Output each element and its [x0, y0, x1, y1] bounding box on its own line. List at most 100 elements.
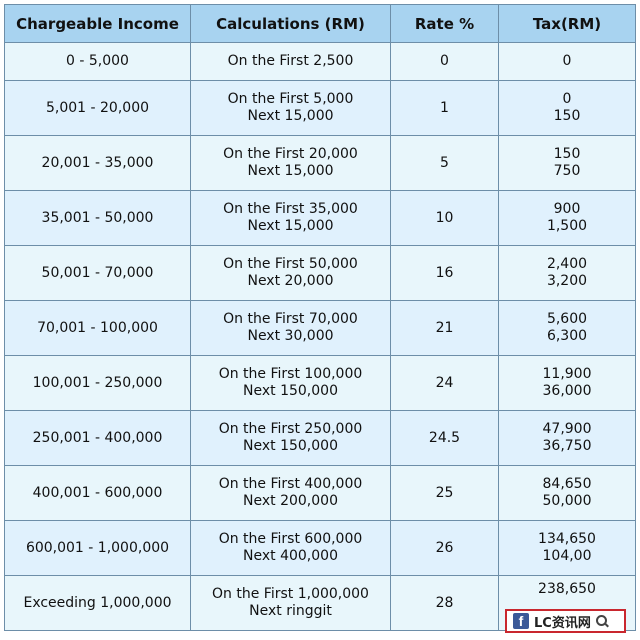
tax-line: 36,000 — [542, 383, 592, 399]
table-header-row: Chargeable Income Calculations (RM) Rate… — [4, 4, 636, 43]
cell-calculations: On the First 50,000 Next 20,000 — [190, 245, 391, 301]
search-icon — [595, 615, 609, 628]
tax-line: 238,650 — [538, 581, 596, 597]
calculation-line: On the First 50,000 — [223, 256, 358, 272]
cell-tax: 5,600 6,300 — [498, 300, 636, 356]
table-row: 70,001 - 100,000 On the First 70,000 Next … — [4, 300, 636, 356]
tax-line: 150 — [553, 108, 581, 124]
cell-tax: 0 — [498, 42, 636, 81]
calculation-line: On the First 20,000 — [223, 146, 358, 162]
cell-chargeable-income: 20,001 - 35,000 — [4, 135, 191, 191]
cell-rate: 21 — [390, 300, 499, 356]
tax-line: 6,300 — [546, 328, 588, 344]
calculation-line: On the First 400,000 — [218, 476, 363, 492]
calculation-line: Next 150,000 — [243, 383, 338, 399]
tax-line: 900 — [553, 201, 581, 217]
header-rate: Rate % — [390, 4, 499, 43]
tax-line: 0 — [562, 53, 572, 69]
cell-rate: 24.5 — [390, 410, 499, 466]
cell-calculations: On the First 70,000 Next 30,000 — [190, 300, 391, 356]
cell-rate: 1 — [390, 80, 499, 136]
tax-rate-table-container: Chargeable Income Calculations (RM) Rate… — [4, 4, 636, 631]
table-row: 100,001 - 250,000 On the First 100,000 Nex… — [4, 355, 636, 411]
cell-calculations: On the First 20,000 Next 15,000 — [190, 135, 391, 191]
cell-calculations: On the First 600,000 Next 400,000 — [190, 520, 391, 576]
calculation-line: Next 15,000 — [247, 218, 334, 234]
cell-tax: 47,900 36,750 — [498, 410, 636, 466]
cell-rate: 24 — [390, 355, 499, 411]
calculation-line: On the First 2,500 — [227, 53, 354, 69]
calculation-line: On the First 5,000 — [227, 91, 354, 107]
cell-rate: 28 — [390, 575, 499, 631]
table-row: 400,001 - 600,000 On the First 400,000 Nex… — [4, 465, 636, 521]
calculation-line: Next 15,000 — [247, 163, 334, 179]
cell-chargeable-income: 600,001 - 1,000,000 — [4, 520, 191, 576]
cell-chargeable-income: 100,001 - 250,000 — [4, 355, 191, 411]
cell-chargeable-income: 0 - 5,000 — [4, 42, 191, 81]
calculation-line: On the First 600,000 — [218, 531, 363, 547]
calculation-line: On the First 250,000 — [218, 421, 363, 437]
tax-line: 0 — [562, 91, 572, 107]
cell-chargeable-income: 400,001 - 600,000 — [4, 465, 191, 521]
table-row: 50,001 - 70,000 On the First 50,000 Next 2… — [4, 245, 636, 301]
facebook-icon: f — [513, 613, 529, 629]
watermark-badge: f LC资讯网 — [505, 609, 626, 633]
tax-line: 3,200 — [546, 273, 588, 289]
calculation-line: Next 400,000 — [243, 548, 338, 564]
calculation-line: Next 150,000 — [243, 438, 338, 454]
calculation-line: On the First 100,000 — [218, 366, 363, 382]
cell-tax: 11,900 36,000 — [498, 355, 636, 411]
tax-line: 36,750 — [542, 438, 592, 454]
calculation-line: On the First 35,000 — [223, 201, 358, 217]
cell-chargeable-income: 5,001 - 20,000 — [4, 80, 191, 136]
table-row: 5,001 - 20,000 On the First 5,000 Next 15,… — [4, 80, 636, 136]
tax-rate-table: Chargeable Income Calculations (RM) Rate… — [4, 4, 636, 631]
cell-chargeable-income: 35,001 - 50,000 — [4, 190, 191, 246]
tax-line: 104,00 — [542, 548, 592, 564]
cell-calculations: On the First 5,000 Next 15,000 — [190, 80, 391, 136]
cell-chargeable-income: 70,001 - 100,000 — [4, 300, 191, 356]
cell-tax: 0 150 — [498, 80, 636, 136]
table-body: 0 - 5,000 On the First 2,500 0 0 5,001 - 20,… — [4, 42, 636, 631]
calculation-line: On the First 1,000,000 — [212, 586, 369, 602]
tax-line: 134,650 — [538, 531, 596, 547]
cell-chargeable-income: 250,001 - 400,000 — [4, 410, 191, 466]
cell-rate: 0 — [390, 42, 499, 81]
calculation-line: Next 200,000 — [243, 493, 338, 509]
table-row: 20,001 - 35,000 On the First 20,000 Next 1… — [4, 135, 636, 191]
tax-line: 47,900 — [542, 421, 592, 437]
cell-tax: 134,650 104,00 — [498, 520, 636, 576]
cell-calculations: On the First 1,000,000 Next ringgit — [190, 575, 391, 631]
table-row: 0 - 5,000 On the First 2,500 0 0 — [4, 42, 636, 81]
header-calculations: Calculations (RM) — [190, 4, 391, 43]
cell-rate: 5 — [390, 135, 499, 191]
cell-rate: 25 — [390, 465, 499, 521]
cell-rate: 10 — [390, 190, 499, 246]
watermark-text: LC资讯网 — [534, 615, 591, 631]
tax-line: 84,650 — [542, 476, 592, 492]
cell-rate: 16 — [390, 245, 499, 301]
table-row: 250,001 - 400,000 On the First 250,000 Nex… — [4, 410, 636, 466]
cell-chargeable-income: 50,001 - 70,000 — [4, 245, 191, 301]
cell-calculations: On the First 250,000 Next 150,000 — [190, 410, 391, 466]
cell-calculations: On the First 100,000 Next 150,000 — [190, 355, 391, 411]
calculation-line: Next 15,000 — [247, 108, 334, 124]
calculation-line: Next 20,000 — [247, 273, 334, 289]
cell-calculations: On the First 400,000 Next 200,000 — [190, 465, 391, 521]
cell-chargeable-income: Exceeding 1,000,000 — [4, 575, 191, 631]
calculation-line: Next 30,000 — [247, 328, 334, 344]
cell-calculations: On the First 35,000 Next 15,000 — [190, 190, 391, 246]
cell-calculations: On the First 2,500 — [190, 42, 391, 81]
cell-tax: 900 1,500 — [498, 190, 636, 246]
cell-rate: 26 — [390, 520, 499, 576]
header-tax: Tax(RM) — [498, 4, 636, 43]
calculation-line: On the First 70,000 — [223, 311, 358, 327]
calculation-line: Next ringgit — [249, 603, 332, 619]
cell-tax: 150 750 — [498, 135, 636, 191]
cell-tax: 2,400 3,200 — [498, 245, 636, 301]
cell-tax: 84,650 50,000 — [498, 465, 636, 521]
tax-line: 50,000 — [542, 493, 592, 509]
tax-line: 750 — [553, 163, 581, 179]
tax-line: 150 — [553, 146, 581, 162]
tax-line: 11,900 — [542, 366, 592, 382]
